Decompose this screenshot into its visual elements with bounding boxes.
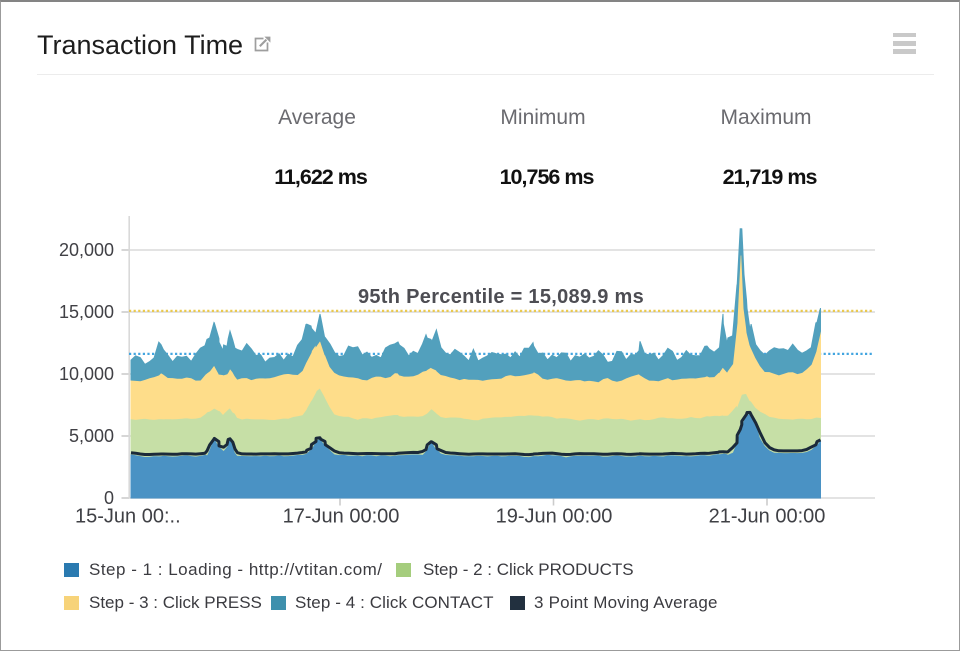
svg-text:10,000: 10,000	[59, 364, 114, 384]
svg-text:15-Jun 00:..: 15-Jun 00:..	[75, 506, 181, 528]
svg-text:21-Jun 00:00: 21-Jun 00:00	[709, 506, 826, 528]
svg-text:20,000: 20,000	[59, 240, 114, 260]
svg-text:17-Jun 00:00: 17-Jun 00:00	[283, 506, 400, 528]
svg-text:0: 0	[104, 488, 114, 508]
svg-text:95th Percentile = 15,089.9 ms: 95th Percentile = 15,089.9 ms	[358, 286, 644, 308]
svg-text:5,000: 5,000	[69, 426, 114, 446]
svg-text:15,000: 15,000	[59, 302, 114, 322]
svg-text:19-Jun 00:00: 19-Jun 00:00	[496, 506, 613, 528]
